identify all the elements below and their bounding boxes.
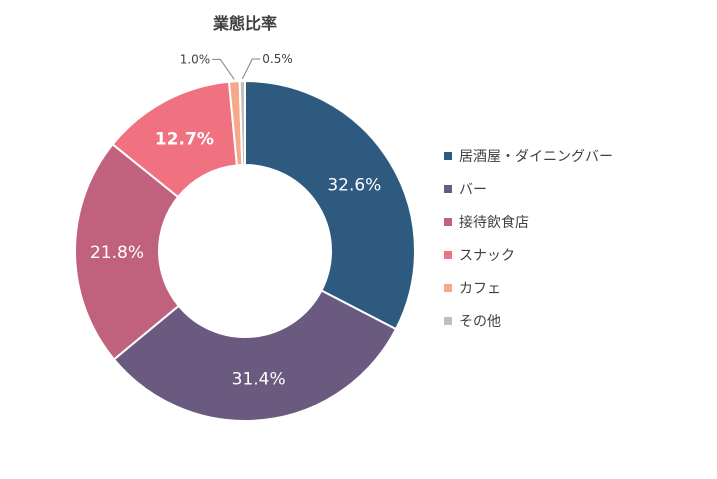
legend-swatch-2	[444, 185, 452, 193]
legend-label-3: 接待飲食店	[459, 214, 529, 231]
slice-6	[238, 79, 246, 167]
slice-label-3: 21.8%	[90, 243, 144, 263]
legend-label-4: スナック	[459, 248, 515, 264]
slice-1	[244, 79, 416, 331]
slices-group	[74, 79, 416, 422]
slice-label-4: 12.7%	[155, 129, 214, 149]
legend-swatch-6	[444, 317, 452, 325]
chart-title: 業態比率	[212, 14, 277, 33]
labels-group: 32.6% 31.4% 21.8% 12.7% 1.0% 0.5%	[90, 52, 381, 389]
leader-line-5	[212, 58, 235, 80]
legend-label-5: カフェ	[459, 281, 501, 297]
leader-line-6	[241, 58, 261, 80]
legend-label-2: バー	[459, 182, 487, 198]
slice-label-1: 32.6%	[327, 175, 381, 195]
legend-label-6: その他	[459, 314, 501, 330]
legend-swatch-3	[444, 218, 452, 226]
legend-swatch-5	[444, 284, 452, 292]
slice-label-6: 0.5%	[262, 52, 293, 66]
legend-swatch-1	[444, 152, 452, 160]
legend-swatch-4	[444, 251, 452, 259]
slice-2	[112, 289, 398, 422]
slice-3	[74, 142, 181, 361]
slice-label-5: 1.0%	[180, 52, 211, 66]
slice-label-2: 31.4%	[232, 369, 286, 389]
legend-label-1: 居酒屋・ダイニングバー	[459, 149, 613, 165]
